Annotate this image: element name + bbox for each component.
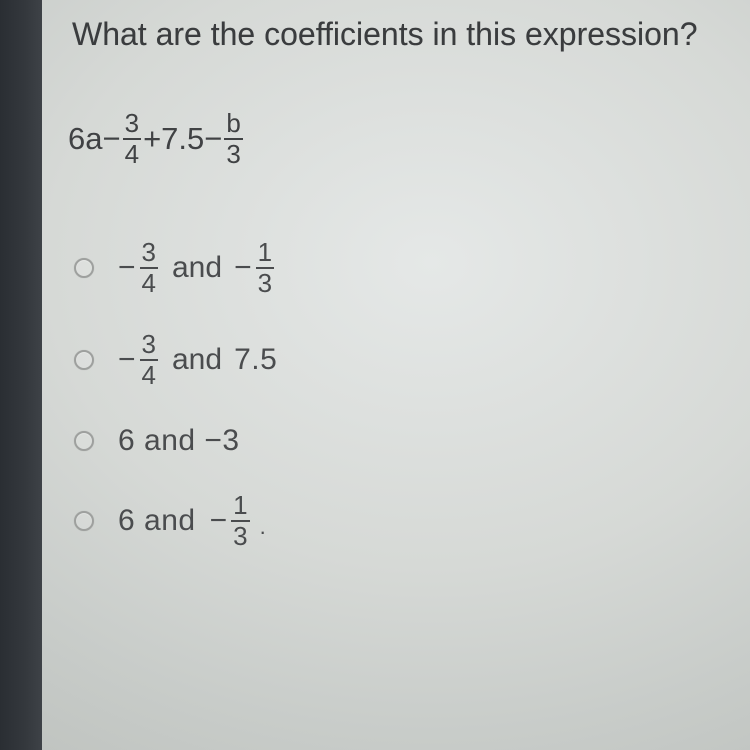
frac-numerator: 3	[140, 331, 158, 359]
frac-denominator: 3	[224, 140, 242, 168]
dark-sidebar	[0, 0, 42, 750]
frac-denominator: 3	[256, 269, 274, 297]
frac-numerator: b	[224, 110, 242, 138]
option-3[interactable]: 6 and −3	[74, 424, 730, 458]
option-lead: 6 and	[118, 504, 196, 538]
option-body: 6 and − 1 3 .	[118, 492, 266, 551]
frac-numerator: 1	[256, 239, 274, 267]
option-1[interactable]: − 3 4 and − 1 3	[74, 239, 730, 298]
expr-fraction-1: 3 4	[123, 110, 141, 169]
question-text: What are the coefficients in this expres…	[72, 14, 730, 54]
option-body: 6 and −3	[118, 424, 240, 458]
option-fraction: 3 4	[140, 239, 158, 298]
option-text: 6 and −3	[118, 424, 240, 458]
option-fraction: 1 3	[256, 239, 274, 298]
and-text: and	[172, 251, 222, 285]
option-4[interactable]: 6 and − 1 3 .	[74, 492, 730, 551]
expr-fraction-2: b 3	[224, 110, 242, 169]
frac-denominator: 4	[123, 140, 141, 168]
trailing-dot: .	[260, 514, 266, 540]
minus-sign: −	[210, 504, 228, 538]
option-fraction: 1 3	[231, 492, 249, 551]
minus-sign: −	[118, 251, 136, 285]
and-text: and	[172, 343, 222, 377]
math-expression: 6a− 3 4 +7.5− b 3	[68, 110, 730, 169]
frac-denominator: 3	[231, 522, 249, 550]
question-panel: What are the coefficients in this expres…	[42, 0, 750, 750]
frac-numerator: 3	[140, 239, 158, 267]
option-tail: 7.5	[234, 343, 277, 377]
radio-icon[interactable]	[74, 258, 94, 278]
expr-part-2: +7.5−	[143, 121, 222, 157]
expr-part-1: 6a−	[68, 121, 121, 157]
option-2[interactable]: − 3 4 and 7.5	[74, 331, 730, 390]
radio-icon[interactable]	[74, 511, 94, 531]
minus-sign: −	[234, 251, 252, 285]
minus-sign: −	[118, 343, 136, 377]
answer-options: − 3 4 and − 1 3 − 3	[74, 239, 730, 551]
option-fraction: 3 4	[140, 331, 158, 390]
frac-denominator: 4	[140, 361, 158, 389]
radio-icon[interactable]	[74, 431, 94, 451]
frac-numerator: 3	[123, 110, 141, 138]
option-body: − 3 4 and − 1 3	[118, 239, 276, 298]
option-body: − 3 4 and 7.5	[118, 331, 277, 390]
frac-denominator: 4	[140, 269, 158, 297]
frac-numerator: 1	[231, 492, 249, 520]
radio-icon[interactable]	[74, 350, 94, 370]
